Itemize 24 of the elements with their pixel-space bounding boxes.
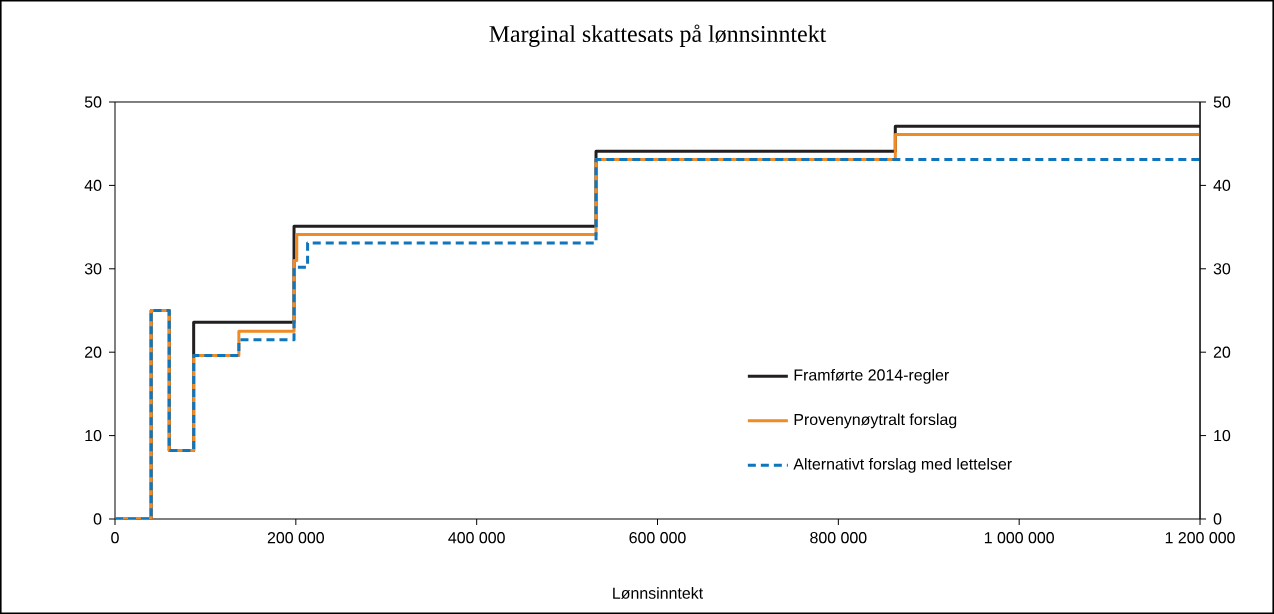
y-tick-label: 10 <box>1214 429 1231 442</box>
y2-tick-label: 10 <box>85 429 102 442</box>
y-tick-label: 30 <box>1213 263 1231 275</box>
x-tick-label: 200 000 <box>267 532 325 544</box>
x-tick-label: 0 <box>111 532 119 544</box>
y-tick-label: 40 <box>1213 179 1231 192</box>
x-tick-label: 1 000 000 <box>984 532 1054 544</box>
legend-label: Alternativt forslag med lettelser <box>793 457 1012 473</box>
x-tick-label: 600 000 <box>629 532 686 544</box>
y2-tick-label: 40 <box>84 179 102 192</box>
y2-tick-label: 0 <box>93 513 102 525</box>
x-axis-title: Lønnsinntekt <box>613 587 704 599</box>
x-tick-label: 1 200 000 <box>1165 532 1235 544</box>
legend-label: Provenynøytralt forslag <box>794 413 957 429</box>
chart-title: Marginal skattesats på lønnsinntekt <box>489 24 827 47</box>
y2-tick-label: 50 <box>84 96 102 108</box>
y2-tick-label: 30 <box>84 263 102 275</box>
x-tick-label: 400 000 <box>448 532 505 544</box>
legend-label: Framførte 2014-regler <box>794 368 949 384</box>
y-tick-label: 50 <box>1213 96 1231 108</box>
x-tick-label: 800 000 <box>810 532 867 544</box>
y-tick-label: 20 <box>1213 346 1231 358</box>
y2-tick-label: 20 <box>85 346 102 358</box>
y-tick-label: 0 <box>1213 513 1222 525</box>
